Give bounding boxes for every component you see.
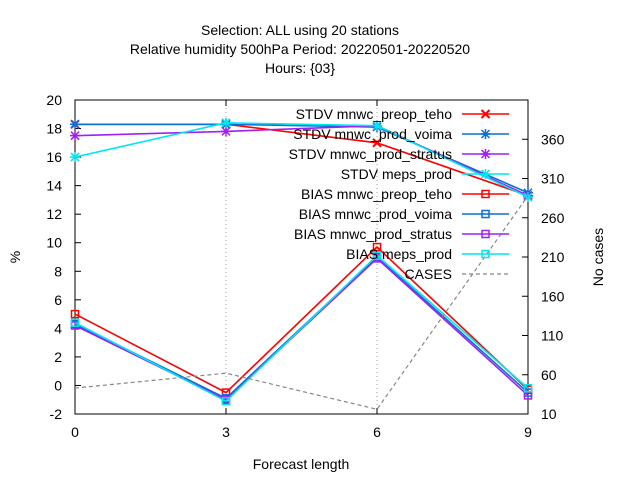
legend-label: STDV meps_prod bbox=[341, 166, 452, 182]
data-point bbox=[481, 229, 490, 239]
legend-label: CASES bbox=[405, 266, 452, 282]
y2-tick-label: 210 bbox=[541, 249, 565, 265]
legend-label: STDV mnwc_prod_voima bbox=[293, 126, 452, 142]
y-tick-label: 0 bbox=[54, 377, 62, 393]
legend-entry: STDV meps_prod bbox=[341, 166, 509, 182]
x-tick-label: 3 bbox=[222, 424, 230, 440]
legend-label: BIAS meps_prod bbox=[346, 246, 452, 262]
data-point bbox=[480, 129, 491, 139]
axes: 0 3 6 9 -2 0 2 4 6 8 10 12 14 16 18 20 10 60 110 160 210 260 3… bbox=[46, 92, 564, 440]
data-point bbox=[221, 396, 231, 406]
data-point bbox=[481, 209, 490, 219]
plot-series bbox=[70, 117, 533, 410]
data-point bbox=[70, 318, 80, 327]
series bbox=[74, 195, 529, 410]
y-axis-label: % bbox=[7, 251, 23, 263]
legend-entry: STDV mnwc_prod_voima bbox=[293, 126, 509, 142]
series-line bbox=[74, 122, 529, 198]
data-point bbox=[372, 120, 382, 131]
x-tick-label: 6 bbox=[373, 424, 381, 440]
y2-tick-label: 110 bbox=[541, 328, 564, 344]
legend-entry: BIAS mnwc_preop_teho bbox=[301, 186, 509, 202]
y-tick-label: 16 bbox=[46, 149, 62, 165]
y-tick-label: 10 bbox=[46, 235, 62, 251]
data-point bbox=[70, 119, 80, 130]
y-tick-label: 12 bbox=[46, 206, 62, 222]
series-line bbox=[74, 195, 529, 410]
title-line-1: Selection: ALL using 20 stations bbox=[201, 22, 399, 38]
legend-entry: BIAS meps_prod bbox=[346, 246, 509, 262]
legend-entry: CASES bbox=[405, 266, 509, 282]
y-tick-label: 14 bbox=[46, 178, 62, 194]
data-point bbox=[523, 192, 533, 203]
legend-label: BIAS mnwc_prod_stratus bbox=[294, 226, 452, 242]
y2-tick-label: 360 bbox=[541, 131, 565, 147]
series-line bbox=[74, 245, 529, 394]
y-tick-label: 4 bbox=[54, 320, 62, 336]
legend-label: STDV mnwc_prod_stratus bbox=[289, 146, 452, 162]
title-line-2: Relative humidity 500hPa Period: 2022050… bbox=[130, 41, 470, 57]
data-point bbox=[372, 251, 382, 260]
y-tick-label: -2 bbox=[50, 406, 63, 422]
legend-label: BIAS mnwc_prod_voima bbox=[299, 206, 453, 222]
legend-entry: STDV mnwc_prod_stratus bbox=[289, 146, 509, 162]
series-line bbox=[74, 254, 529, 403]
data-point bbox=[70, 309, 80, 319]
y-tick-label: 8 bbox=[54, 263, 62, 279]
chart-title: Selection: ALL using 20 stations Relativ… bbox=[130, 22, 470, 76]
legend-entry: BIAS mnwc_prod_voima bbox=[299, 206, 509, 222]
y-tick-label: 2 bbox=[54, 349, 62, 365]
title-line-3: Hours: {03} bbox=[265, 60, 335, 76]
y-tick-label: 6 bbox=[54, 292, 62, 308]
series bbox=[70, 251, 533, 406]
series bbox=[70, 242, 533, 397]
y2-tick-label: 310 bbox=[541, 171, 565, 187]
data-point bbox=[372, 138, 382, 148]
legend-entry: STDV mnwc_preop_teho bbox=[296, 106, 509, 122]
data-point bbox=[221, 126, 231, 137]
y2-tick-label: 160 bbox=[541, 288, 565, 304]
data-point bbox=[221, 117, 231, 128]
series bbox=[70, 117, 533, 203]
y-tick-label: 20 bbox=[46, 92, 62, 108]
legend: STDV mnwc_preop_teho STDV mnwc_prod_voima… bbox=[289, 106, 509, 282]
data-point bbox=[481, 189, 490, 199]
legend-label: BIAS mnwc_preop_teho bbox=[301, 186, 452, 202]
data-point bbox=[480, 169, 491, 179]
data-point bbox=[70, 152, 80, 163]
x-tick-label: 9 bbox=[524, 424, 532, 440]
y2-tick-label: 10 bbox=[541, 406, 557, 422]
y2-tick-label: 260 bbox=[541, 210, 565, 226]
y2-tick-label: 60 bbox=[541, 367, 557, 383]
data-point bbox=[480, 149, 491, 159]
y-tick-label: 18 bbox=[46, 121, 62, 137]
data-point bbox=[70, 130, 80, 141]
x-axis-label: Forecast length bbox=[253, 456, 350, 472]
data-point bbox=[372, 242, 382, 252]
x-tick-label: 0 bbox=[71, 424, 79, 440]
y2-axis-label: No cases bbox=[590, 228, 606, 286]
data-point bbox=[480, 109, 491, 119]
legend-entry: BIAS mnwc_prod_stratus bbox=[294, 226, 509, 242]
data-point bbox=[481, 249, 490, 259]
legend-label: STDV mnwc_preop_teho bbox=[296, 106, 453, 122]
data-point bbox=[523, 384, 533, 393]
